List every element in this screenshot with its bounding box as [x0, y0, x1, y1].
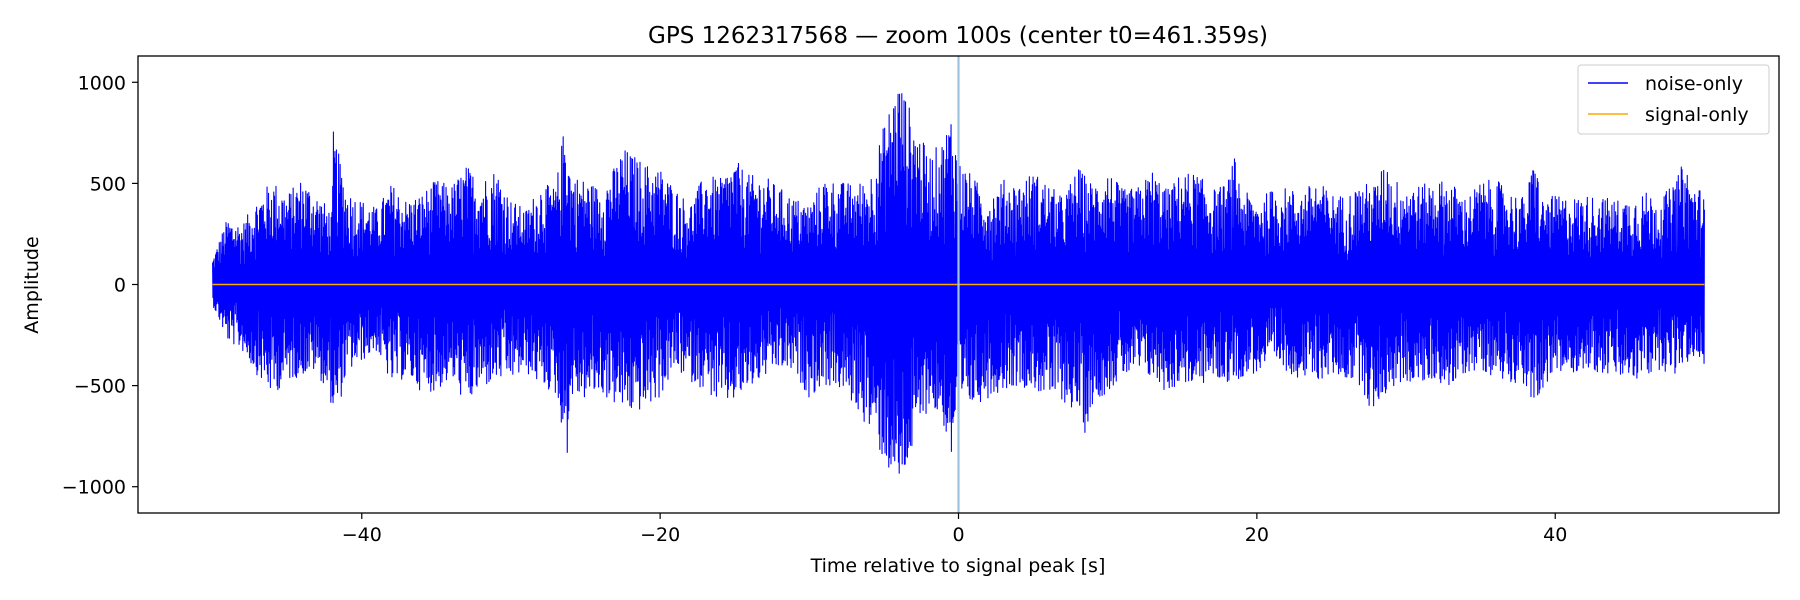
plot-area — [212, 56, 1705, 513]
y-axis: −1000 −500 0 500 1000 — [62, 72, 138, 499]
x-tick-label: 40 — [1543, 524, 1567, 546]
x-tick-label: 20 — [1245, 524, 1269, 546]
legend: noise-only signal-only — [1577, 64, 1770, 135]
x-tick-label: −40 — [342, 524, 382, 546]
chart-title: GPS 1262317568 — zoom 100s (center t0=46… — [648, 23, 1268, 49]
x-tick-label: 0 — [952, 524, 964, 546]
y-tick-label: 1000 — [78, 72, 126, 94]
y-tick-label: 500 — [90, 173, 126, 195]
y-tick-label: −1000 — [62, 477, 126, 499]
x-axis: −40 −20 0 20 40 — [342, 513, 1567, 546]
y-tick-label: 0 — [114, 275, 126, 297]
y-tick-label: −500 — [74, 376, 126, 398]
x-axis-label: Time relative to signal peak [s] — [810, 555, 1106, 577]
y-axis-label: Amplitude — [21, 236, 43, 333]
legend-noise-label: noise-only — [1645, 73, 1743, 95]
legend-signal-label: signal-only — [1645, 104, 1749, 126]
x-tick-label: −20 — [640, 524, 680, 546]
